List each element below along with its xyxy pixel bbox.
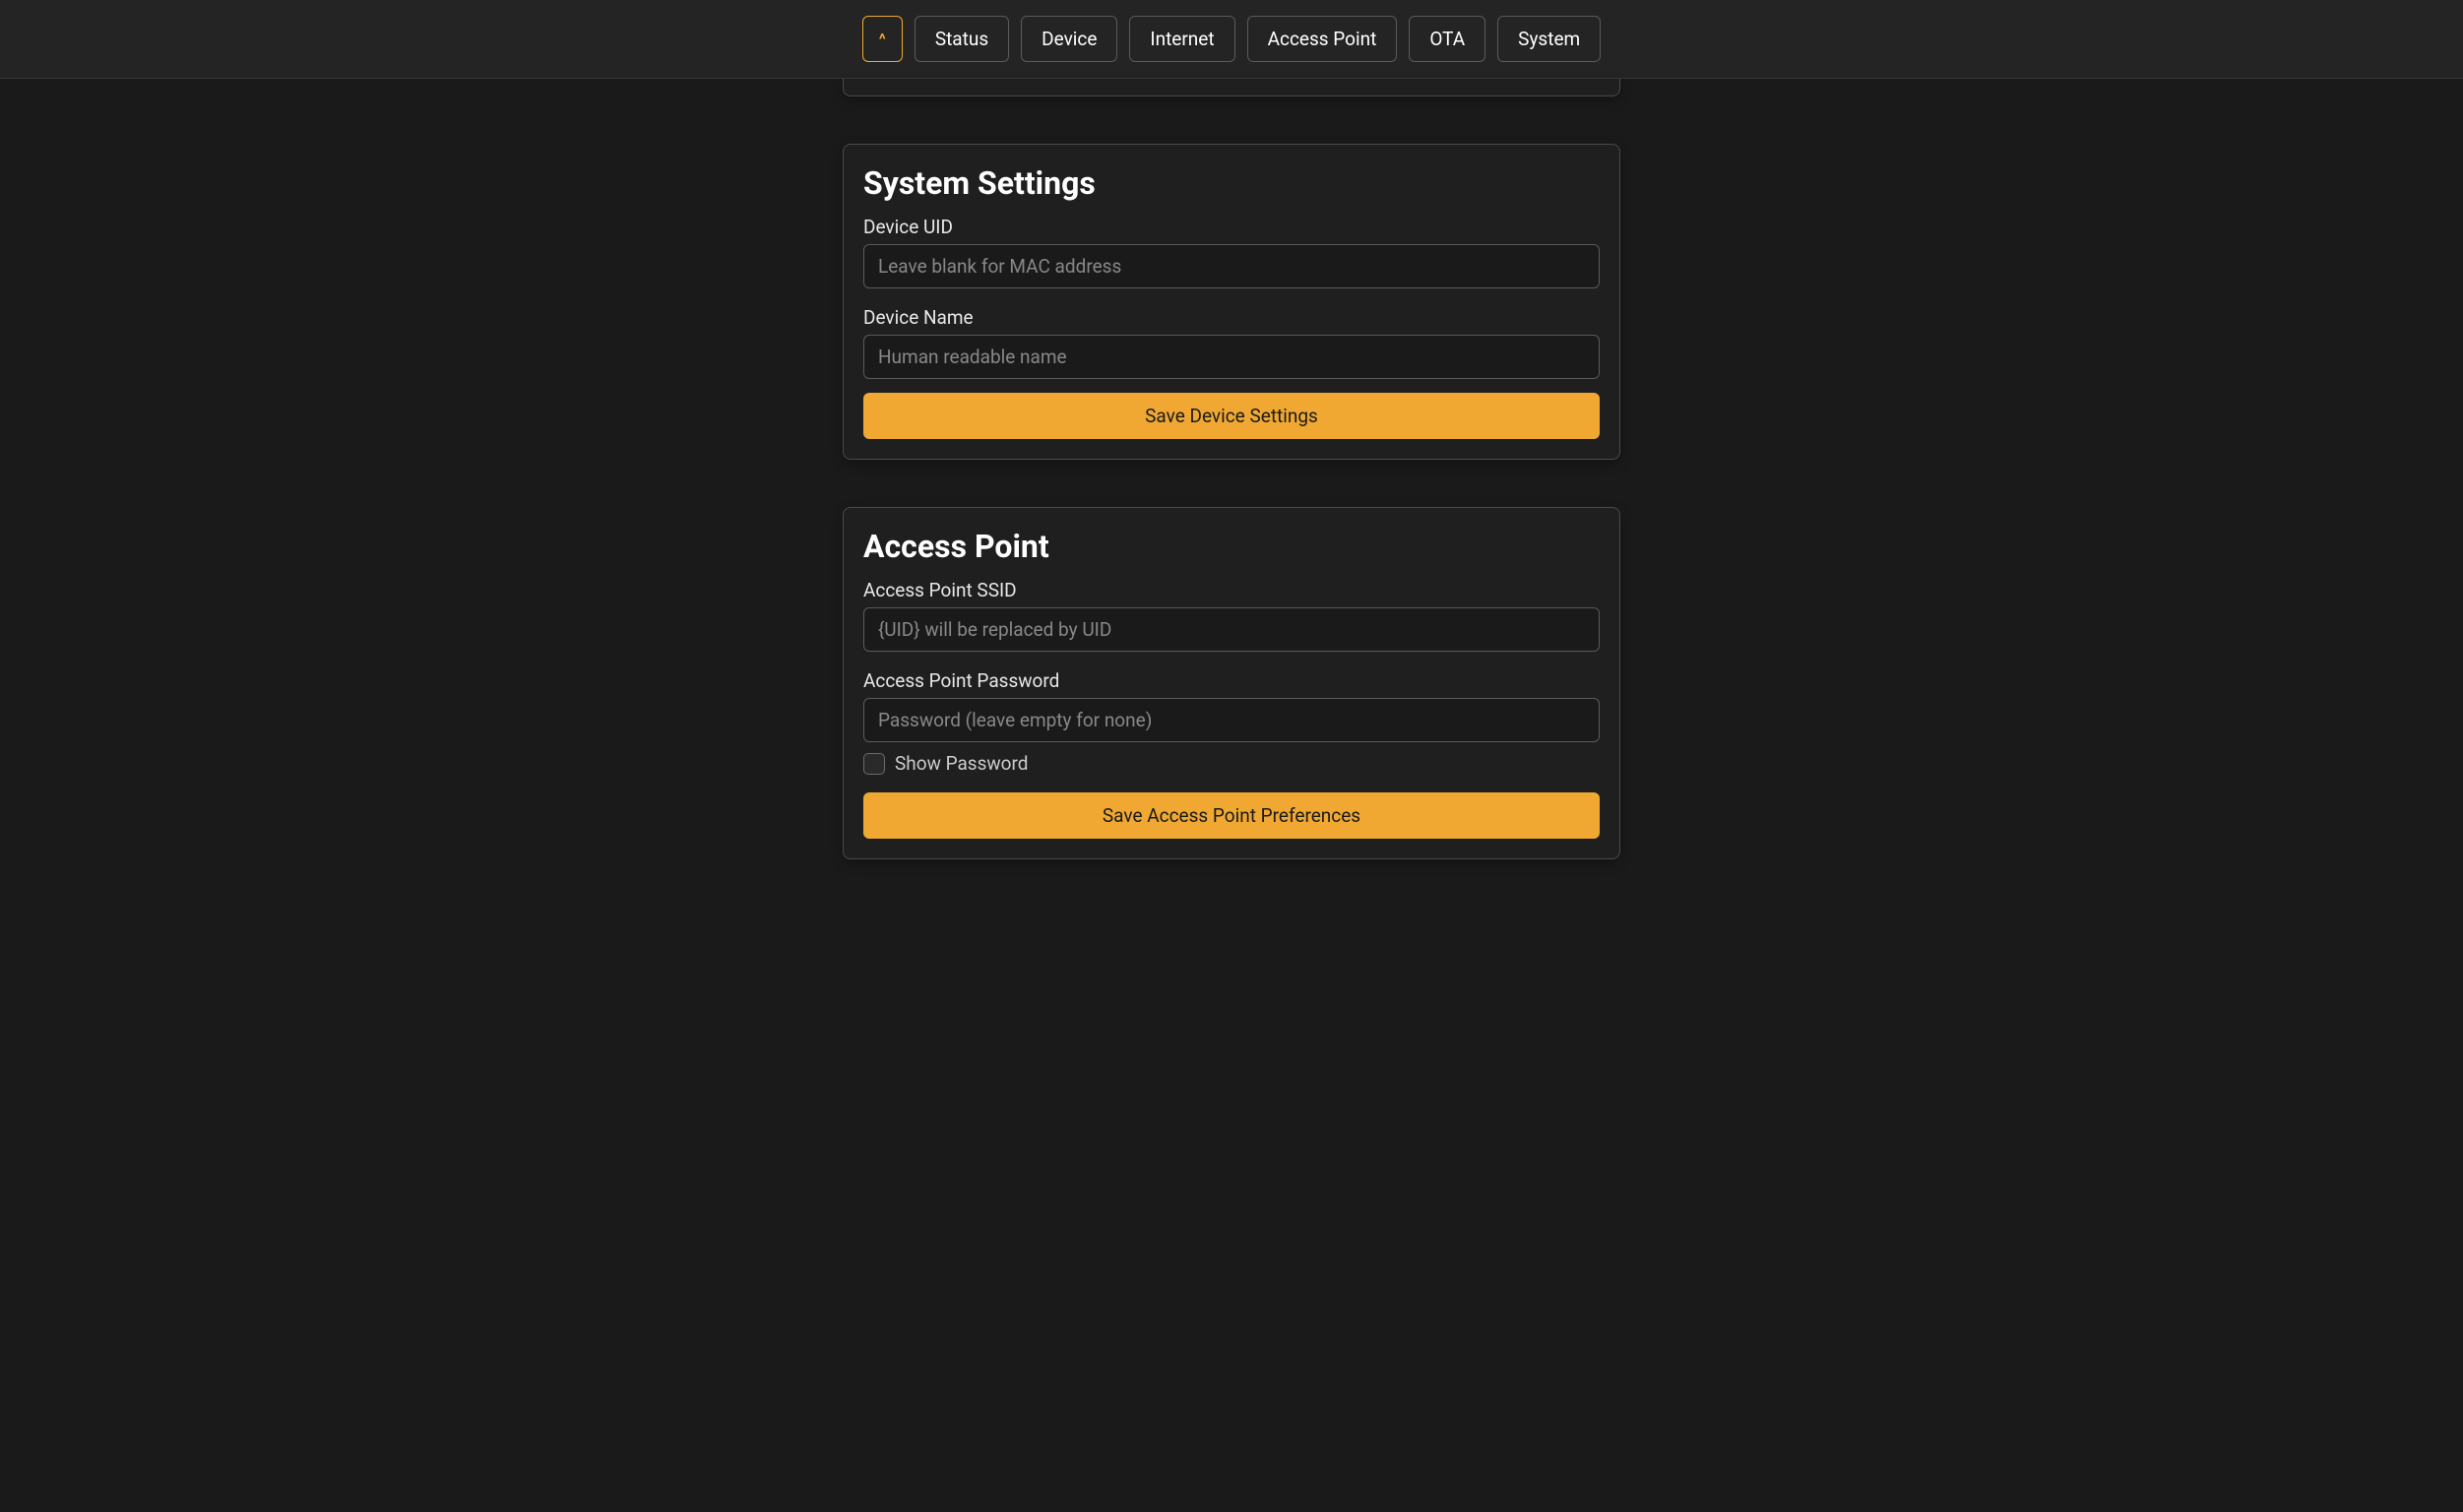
system-settings-title: System Settings: [863, 164, 1600, 202]
tab-status[interactable]: Status: [915, 16, 1009, 62]
device-uid-input[interactable]: [863, 244, 1600, 288]
top-navigation: ^ Status Device Internet Access Point OT…: [0, 0, 2463, 79]
tab-system[interactable]: System: [1497, 16, 1601, 62]
show-password-checkbox[interactable]: [863, 753, 885, 775]
main-content: System Settings Device UID Device Name S…: [833, 79, 1630, 946]
ap-ssid-input[interactable]: [863, 607, 1600, 652]
ap-ssid-label: Access Point SSID: [863, 579, 1600, 601]
chevron-up-icon: ^: [879, 30, 886, 48]
show-password-label[interactable]: Show Password: [895, 752, 1029, 775]
device-name-input[interactable]: [863, 335, 1600, 379]
collapse-button[interactable]: ^: [862, 16, 903, 62]
ap-password-input[interactable]: [863, 698, 1600, 742]
tab-device[interactable]: Device: [1021, 16, 1117, 62]
previous-card-edge: [843, 79, 1620, 96]
tab-internet[interactable]: Internet: [1129, 16, 1234, 62]
save-access-point-button[interactable]: Save Access Point Preferences: [863, 792, 1600, 839]
access-point-title: Access Point: [863, 528, 1600, 565]
save-device-settings-button[interactable]: Save Device Settings: [863, 393, 1600, 439]
device-name-label: Device Name: [863, 306, 1600, 329]
tab-ota[interactable]: OTA: [1409, 16, 1485, 62]
ap-password-label: Access Point Password: [863, 669, 1600, 692]
show-password-row: Show Password: [863, 752, 1600, 775]
system-settings-card: System Settings Device UID Device Name S…: [843, 144, 1620, 460]
tab-access-point[interactable]: Access Point: [1247, 16, 1398, 62]
access-point-card: Access Point Access Point SSID Access Po…: [843, 507, 1620, 859]
device-uid-label: Device UID: [863, 216, 1600, 238]
